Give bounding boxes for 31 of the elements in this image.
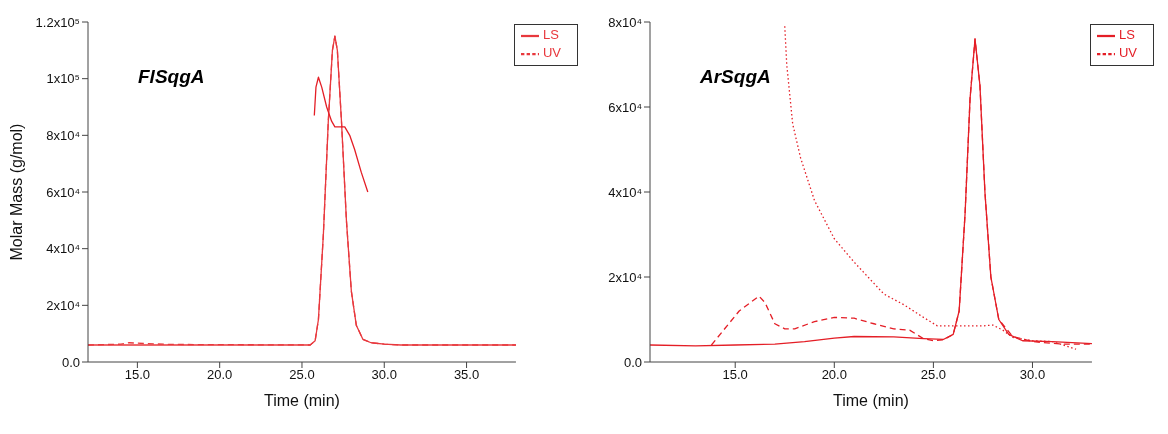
y-tick-label: 4x10⁴ xyxy=(46,241,80,257)
y-tick-label: 0.0 xyxy=(61,354,80,370)
y-tick-label: 6x10⁴ xyxy=(46,184,80,200)
y-axis-title: Molar Mass (g/mol) xyxy=(7,123,25,261)
x-tick-label: 25.0 xyxy=(289,367,315,383)
x-tick-label: 25.0 xyxy=(920,367,947,383)
x-tick-label: 30.0 xyxy=(1019,367,1046,383)
x-tick-label: 20.0 xyxy=(821,367,847,383)
y-tick-label: 0.0 xyxy=(623,354,642,370)
y-tick-label: 4x10⁴ xyxy=(608,184,642,200)
x-tick-label: 30.0 xyxy=(371,367,397,383)
y-tick-label: 2x10⁴ xyxy=(608,269,642,285)
x-tick-label: 35.0 xyxy=(453,367,480,383)
y-tick-label: 2x10⁴ xyxy=(46,297,80,313)
y-tick-label: 1.2x10⁵ xyxy=(35,14,80,30)
line-series xyxy=(313,76,369,193)
x-axis-title: Time (min) xyxy=(264,392,340,409)
y-tick-label: 1x10⁵ xyxy=(46,71,80,87)
y-tick-label: 8x10⁴ xyxy=(608,14,642,30)
legend-label: UV xyxy=(542,45,561,61)
y-tick-label: 8x10⁴ xyxy=(46,127,80,143)
y-tick-label: 6x10⁴ xyxy=(608,99,642,115)
x-tick-label: 15.0 xyxy=(124,367,151,383)
legend-label: LS xyxy=(1118,27,1135,43)
text: FlSqgA xyxy=(138,66,205,88)
text: ArSqgA xyxy=(700,66,771,88)
x-axis-title: Time (min) xyxy=(833,392,909,409)
legend-label: LS xyxy=(542,27,559,43)
legend-label: UV xyxy=(1118,45,1137,61)
x-tick-label: 15.0 xyxy=(722,367,748,383)
x-tick-label: 20.0 xyxy=(207,367,233,383)
